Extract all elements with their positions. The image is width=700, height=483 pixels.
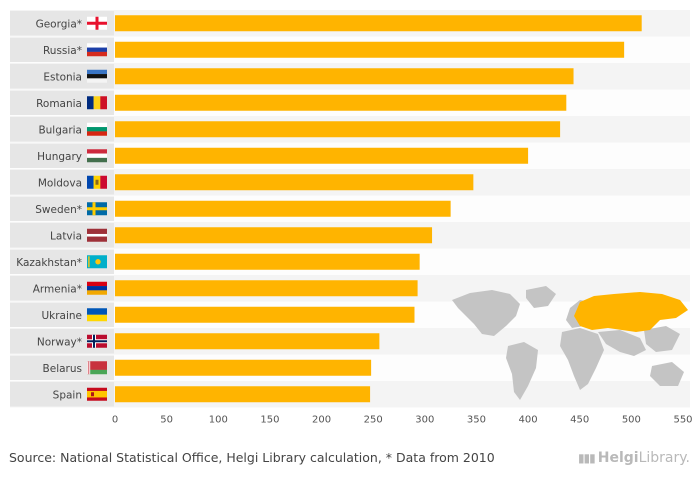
norway-flag-icon	[87, 334, 107, 348]
helgi-library-logo: ▮▮▮ HelgiLibrary.	[578, 450, 690, 466]
category-label: Estonia	[43, 71, 82, 83]
bar-georgia	[115, 15, 642, 32]
bar-estonia	[115, 68, 574, 85]
category-label: Bulgaria	[38, 124, 82, 136]
bar-kazakhstan	[115, 253, 420, 270]
logo-brand: Helgi	[597, 450, 639, 466]
romania-flag-icon	[87, 96, 107, 110]
bar-chart: Georgia* Russia* Estonia Romania Bulgaria Hun…	[10, 10, 693, 426]
bar-armenia	[115, 280, 418, 297]
latvia-flag-icon	[87, 228, 107, 242]
category-label: Hungary	[37, 151, 82, 163]
x-tick-label: 0	[112, 415, 118, 426]
bar-bulgaria	[115, 121, 561, 138]
category-label: Georgia*	[36, 18, 82, 30]
bar-spain	[115, 386, 371, 403]
category-label: Latvia	[50, 230, 82, 242]
bar-romania	[115, 94, 567, 111]
world-map-icon	[452, 286, 688, 400]
x-tick-label: 100	[209, 415, 228, 426]
category-label: Kazakhstan*	[16, 257, 82, 269]
category-label: Romania	[36, 98, 82, 110]
moldova-flag-icon	[87, 175, 107, 189]
bar-ukraine	[115, 306, 415, 323]
bar-latvia	[115, 227, 433, 244]
sweden-flag-icon	[87, 202, 107, 216]
category-label: Ukraine	[41, 310, 82, 322]
belarus-flag-icon	[87, 361, 107, 375]
bar-sweden	[115, 200, 451, 217]
x-tick-label: 50	[160, 415, 173, 426]
kazakhstan-flag-icon	[87, 255, 107, 269]
armenia-flag-icon	[87, 281, 107, 295]
x-tick-label: 300	[415, 415, 434, 426]
category-label: Russia*	[43, 45, 82, 57]
spain-flag-icon	[87, 387, 107, 401]
logo-suffix: Library.	[638, 450, 690, 466]
x-tick-label: 450	[570, 415, 589, 426]
bar-norway	[115, 333, 380, 350]
category-label: Belarus	[43, 363, 82, 375]
bar-russia	[115, 41, 625, 58]
x-tick-label: 150	[260, 415, 279, 426]
x-tick-label: 500	[622, 415, 641, 426]
logo-icon: ▮▮▮	[577, 451, 596, 465]
bar-moldova	[115, 174, 474, 191]
georgia-flag-icon	[87, 16, 107, 30]
russia-flag-icon	[87, 43, 107, 57]
bar-hungary	[115, 147, 529, 164]
x-tick-label: 400	[519, 415, 538, 426]
hungary-flag-icon	[87, 149, 107, 163]
x-tick-label: 550	[673, 415, 692, 426]
category-label: Moldova	[38, 177, 82, 189]
ukraine-flag-icon	[87, 308, 107, 322]
x-tick-label: 200	[312, 415, 331, 426]
category-label: Spain	[53, 389, 82, 401]
x-tick-label: 250	[364, 415, 383, 426]
x-tick-label: 350	[467, 415, 486, 426]
bar-belarus	[115, 359, 372, 376]
category-label: Norway*	[37, 336, 82, 348]
source-note: Source: National Statistical Office, Hel…	[9, 450, 495, 465]
category-label: Sweden*	[35, 204, 82, 216]
category-label: Armenia*	[33, 283, 82, 295]
estonia-flag-icon	[87, 69, 107, 83]
bulgaria-flag-icon	[87, 122, 107, 136]
